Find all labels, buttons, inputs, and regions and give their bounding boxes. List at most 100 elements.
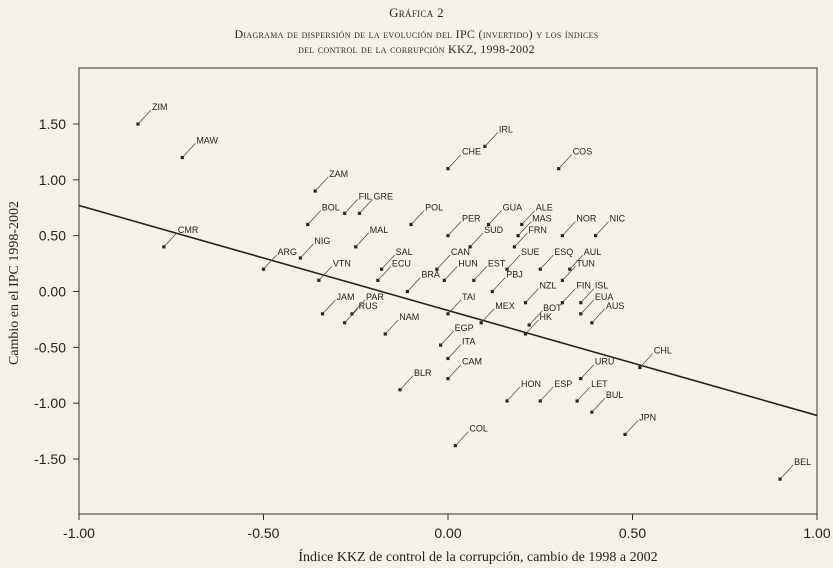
- point-label: BEL: [794, 457, 811, 467]
- point-leader-line: [355, 232, 370, 248]
- data-point-gre: GRE: [357, 191, 393, 215]
- point-leader-line: [344, 199, 358, 214]
- point-leader-line: [580, 364, 595, 379]
- point-label: MAL: [370, 225, 389, 235]
- point-marker: [557, 167, 561, 171]
- data-point-hk: HK: [523, 312, 552, 336]
- data-point-cmr: CMR: [162, 225, 199, 249]
- point-marker: [383, 332, 387, 336]
- data-point-eua: EUA: [579, 292, 613, 316]
- point-leader-line: [447, 364, 462, 379]
- point-label: NIG: [314, 236, 330, 246]
- data-point-aus: AUS: [590, 301, 624, 325]
- data-point-sud: SUD: [468, 225, 504, 249]
- point-leader-line: [525, 288, 539, 303]
- point-label: JPN: [639, 412, 656, 422]
- data-point-bra: BRA: [405, 270, 440, 294]
- data-point-rus: RUS: [343, 301, 378, 325]
- point-leader-line: [137, 109, 152, 125]
- point-leader-line: [595, 221, 609, 236]
- chart-title-line-2: del control de la corrupción KKZ, 1998-2…: [298, 42, 535, 56]
- point-label: ESQ: [554, 247, 573, 257]
- data-point-maw: MAW: [180, 136, 218, 160]
- point-leader-line: [407, 277, 421, 292]
- point-label: HK: [539, 312, 552, 322]
- data-point-let: LET: [575, 379, 608, 403]
- point-leader-line: [455, 431, 469, 446]
- point-label: JAM: [337, 292, 355, 302]
- x-tick-label: 1.00: [803, 525, 830, 541]
- point-leader-line: [514, 232, 528, 248]
- point-label: FRN: [528, 225, 547, 235]
- point-marker: [505, 399, 509, 403]
- point-leader-line: [447, 221, 462, 236]
- point-marker: [638, 365, 642, 370]
- point-leader-line: [569, 254, 584, 270]
- point-label: CMR: [178, 225, 199, 235]
- data-point-sue: SUE: [505, 247, 540, 271]
- data-point-tai: TAI: [446, 292, 475, 316]
- point-marker: [357, 211, 362, 215]
- point-leader-line: [359, 199, 373, 214]
- point-label: LET: [591, 379, 608, 389]
- y-tick-label: 1.50: [39, 116, 66, 132]
- point-label: BLR: [414, 368, 432, 378]
- point-marker: [435, 267, 439, 271]
- y-tick-label: -1.00: [34, 395, 66, 411]
- point-label: CHL: [654, 345, 672, 355]
- y-tick-label: 0.50: [39, 228, 66, 244]
- point-marker: [354, 245, 358, 249]
- point-leader-line: [263, 254, 277, 270]
- data-point-bot: BOT: [527, 303, 562, 327]
- point-label: VTN: [333, 258, 351, 268]
- point-leader-line: [488, 210, 502, 225]
- point-leader-line: [539, 386, 554, 402]
- data-point-zam: ZAM: [313, 169, 348, 193]
- point-leader-line: [624, 420, 639, 435]
- point-marker: [505, 267, 509, 271]
- point-leader-line: [639, 353, 654, 368]
- point-label: BOL: [322, 203, 340, 213]
- x-tick-label: 0.50: [619, 525, 646, 541]
- point-label: AUL: [584, 247, 602, 257]
- y-axis-title: Cambio en el IPC 1998-2002: [7, 201, 22, 365]
- y-tick-label: 0.00: [39, 284, 66, 300]
- point-label: NZL: [539, 281, 556, 291]
- point-label: MAS: [532, 214, 552, 224]
- point-leader-line: [528, 310, 543, 326]
- data-point-tun: TUN: [560, 258, 595, 282]
- point-label: NOR: [576, 214, 597, 224]
- point-label: ESP: [554, 379, 572, 389]
- data-point-sal: SAL: [379, 247, 413, 271]
- data-point-fin: FIN: [560, 281, 591, 305]
- data-point-vtn: VTN: [317, 258, 351, 282]
- point-marker: [523, 332, 528, 336]
- point-leader-line: [444, 266, 458, 281]
- point-leader-line: [447, 154, 462, 169]
- point-label: URU: [595, 357, 615, 367]
- point-leader-line: [307, 210, 322, 225]
- data-point-jpn: JPN: [623, 412, 656, 437]
- data-point-fil: FIL: [343, 191, 372, 215]
- point-leader-line: [399, 375, 414, 391]
- y-tick-label: -0.50: [34, 339, 66, 355]
- point-label: FIN: [576, 281, 591, 291]
- point-leader-line: [469, 232, 484, 248]
- point-leader-line: [447, 344, 462, 359]
- point-leader-line: [506, 386, 521, 402]
- data-point-col: COL: [453, 424, 488, 448]
- point-label: SUD: [484, 225, 504, 235]
- point-leader-line: [562, 266, 576, 281]
- data-point-egp: EGP: [439, 323, 474, 347]
- point-marker: [579, 377, 583, 381]
- data-point-hon: HON: [505, 379, 541, 403]
- data-point-nor: NOR: [560, 214, 597, 238]
- point-leader-line: [492, 277, 506, 292]
- point-leader-line: [480, 308, 495, 324]
- point-label: BRA: [421, 270, 440, 280]
- data-point-esp: ESP: [538, 379, 572, 403]
- data-point-uru: URU: [579, 357, 614, 381]
- point-leader-line: [322, 299, 336, 315]
- point-leader-line: [580, 299, 595, 315]
